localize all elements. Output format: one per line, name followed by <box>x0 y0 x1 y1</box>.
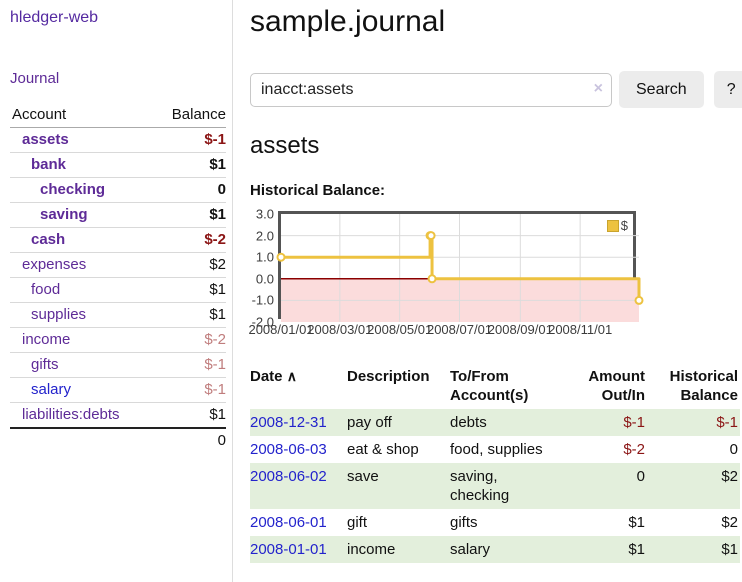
account-link-saving[interactable]: saving <box>40 206 88 223</box>
main-panel: sample.journal × Search ? assets Histori… <box>248 0 742 582</box>
app-brand-link[interactable]: hledger-web <box>10 9 99 26</box>
account-column-header: Account <box>10 103 155 128</box>
account-link-liabilities-debts[interactable]: liabilities:debts <box>22 406 120 423</box>
account-balance: $-2 <box>154 327 226 353</box>
transaction-amount: $1 <box>628 514 645 531</box>
account-balance: 0 <box>154 177 226 203</box>
transaction-description: income <box>347 536 450 563</box>
legend-swatch-icon <box>606 219 619 232</box>
accounts-total: 0 <box>217 432 226 449</box>
account-balance: $1 <box>154 302 226 328</box>
accounts-table: Account Balance assets $-1 bank $1 checkin… <box>10 103 226 453</box>
transaction-amount: 0 <box>562 463 647 509</box>
account-link-bank[interactable]: bank <box>31 156 67 173</box>
account-row: bank $1 <box>10 152 226 178</box>
register-row: 2008-06-03 eat & shop food, supplies $-2… <box>250 436 740 463</box>
account-balance: $-1 <box>154 377 226 403</box>
accounts-column-header: To/From Account(s) <box>450 368 529 404</box>
page-title: sample.journal <box>250 5 446 38</box>
account-row: supplies $1 <box>10 302 226 328</box>
register-row: 2008-12-31 pay off debts $-1 $-1 <box>250 409 740 436</box>
transaction-balance: $2 <box>721 514 738 531</box>
transaction-accounts: saving, checking <box>450 463 562 509</box>
register-table: Date ∧ Description To/From Account(s) Am… <box>250 363 740 563</box>
transaction-description: save <box>347 463 450 509</box>
help-button[interactable]: ? <box>713 71 742 108</box>
register-row: 2008-01-01 income salary $1 $1 <box>250 536 740 563</box>
account-balance: $1 <box>154 402 226 429</box>
account-row: liabilities:debts $1 <box>10 402 226 429</box>
account-balance: $2 <box>154 252 226 278</box>
balance-column-header: Balance <box>154 103 226 128</box>
account-link-income[interactable]: income <box>22 331 71 348</box>
search-form: × Search ? <box>250 71 742 108</box>
account-link-gifts[interactable]: gifts <box>31 356 59 373</box>
account-row: saving $1 <box>10 202 226 228</box>
clear-search-icon[interactable]: × <box>593 79 603 97</box>
account-row: cash $-2 <box>10 227 226 253</box>
accounts-table-header: Account Balance <box>10 103 226 128</box>
search-button[interactable]: Search <box>619 71 704 108</box>
sidebar-item-journal[interactable]: Journal <box>10 70 60 87</box>
account-link-expenses[interactable]: expenses <box>22 256 87 273</box>
transaction-date-link[interactable]: 2008-01-01 <box>250 541 327 558</box>
account-link-salary[interactable]: salary <box>31 381 72 398</box>
transaction-balance: $-1 <box>647 409 740 436</box>
account-balance: $-1 <box>154 127 226 153</box>
transaction-accounts: debts <box>450 409 562 436</box>
account-link-supplies[interactable]: supplies <box>31 306 87 323</box>
account-row: expenses $2 <box>10 252 226 278</box>
transaction-date-link[interactable]: 2008-12-31 <box>250 414 327 431</box>
chart-canvas <box>276 214 644 322</box>
account-link-checking[interactable]: checking <box>40 181 106 198</box>
account-balance: $1 <box>154 152 226 178</box>
account-balance: $-2 <box>154 227 226 253</box>
account-link-assets[interactable]: assets <box>22 131 69 148</box>
account-row: income $-2 <box>10 327 226 353</box>
accounts-total-row: 0 <box>10 428 226 453</box>
search-input[interactable] <box>250 72 612 107</box>
legend-label: $ <box>620 218 628 233</box>
date-column-header[interactable]: Date ∧ <box>250 368 297 385</box>
historical-balance-chart: 3.0 2.0 1.0 0.0 -1.0 -2.0 $ 2008/01/01 2008/03… <box>248 207 645 337</box>
account-row: food $1 <box>10 277 226 303</box>
transaction-date-link[interactable]: 2008-06-03 <box>250 441 327 458</box>
sidebar: hledger-web Journal Account Balance asse… <box>0 0 233 582</box>
transaction-date-link[interactable]: 2008-06-02 <box>250 468 327 485</box>
transaction-amount: $-1 <box>562 409 647 436</box>
transaction-description: pay off <box>347 409 450 436</box>
account-heading: assets <box>250 132 320 159</box>
chart-title: Historical Balance: <box>250 182 386 199</box>
account-row: gifts $-1 <box>10 352 226 378</box>
account-balance: $1 <box>154 202 226 228</box>
chart-legend: $ <box>604 217 630 234</box>
transaction-accounts: salary <box>450 536 562 563</box>
transaction-accounts: gifts <box>450 514 478 531</box>
account-row: assets $-1 <box>10 127 226 153</box>
transaction-amount: $-2 <box>623 441 645 458</box>
balance-column-header: Historical Balance <box>669 368 738 404</box>
transaction-description: eat & shop <box>347 441 419 458</box>
chart-x-axis-labels: 2008/01/01 2008/03/01 2008/05/01 2008/07/01… <box>248 322 613 337</box>
transaction-balance: 0 <box>729 441 738 458</box>
register-row: 2008-06-01 gift gifts $1 $2 <box>250 509 740 536</box>
sort-ascending-icon: ∧ <box>286 368 297 384</box>
register-row: 2008-06-02 save saving, checking 0 $2 <box>250 463 740 509</box>
account-link-food[interactable]: food <box>31 281 61 298</box>
transaction-balance: $1 <box>647 536 740 563</box>
register-header-row: Date ∧ Description To/From Account(s) Am… <box>250 363 740 409</box>
transaction-balance: $2 <box>647 463 740 509</box>
description-column-header: Description <box>347 368 430 385</box>
amount-column-header: Amount Out/In <box>588 368 645 404</box>
account-row: checking 0 <box>10 177 226 203</box>
account-balance: $1 <box>154 277 226 303</box>
transaction-amount: $1 <box>562 536 647 563</box>
transaction-accounts: food, supplies <box>450 441 543 458</box>
account-row: salary $-1 <box>10 377 226 403</box>
account-balance: $-1 <box>154 352 226 378</box>
chart-plot-area[interactable]: $ <box>276 211 644 322</box>
account-link-cash[interactable]: cash <box>31 231 66 248</box>
transaction-description: gift <box>347 514 368 531</box>
transaction-date-link[interactable]: 2008-06-01 <box>250 514 327 531</box>
